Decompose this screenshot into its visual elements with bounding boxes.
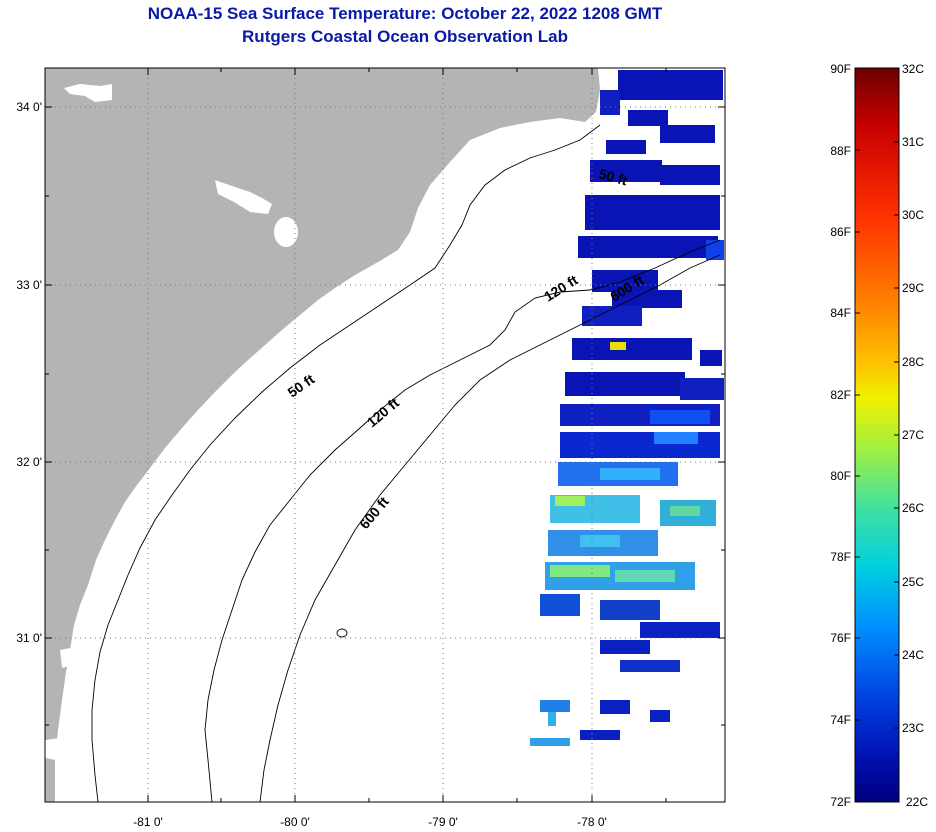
lon-label: -81 0' [133,815,163,829]
colorbar-c-label: 32C [902,62,924,76]
lat-label: 33 0' [16,278,42,292]
axis-ticks [45,68,725,802]
colorbar-f-label: 90F [830,62,851,76]
colorbar-c-label: 31C [902,135,924,149]
colorbar-c-label: 24C [902,648,924,662]
colorbar-c-label: 23C [902,721,924,735]
colorbar-f-label: 80F [830,469,851,483]
lake [274,217,298,247]
lon-label: -80 0' [280,815,310,829]
lat-label: 34 0' [16,100,42,114]
colorbar-f-label: 82F [830,388,851,402]
land-mass [45,68,600,802]
map-frame [44,67,726,803]
colorbar-c-label: 26C [902,501,924,515]
lon-label: -79 0' [428,815,458,829]
lake [45,738,66,760]
map-title: NOAA-15 Sea Surface Temperature: October… [147,4,663,23]
colorbar-c-label: 30C [902,208,924,222]
colorbar-f-label: 78F [830,550,851,564]
seamount-contour [336,628,348,638]
map-subtitle: Rutgers Coastal Ocean Observation Lab [242,27,568,46]
colorbar-f-label: 74F [830,713,851,727]
contour-120ft [204,239,721,802]
colorbar-c-label: 22C [906,795,928,809]
colorbar-c-label: 28C [902,355,924,369]
colorbar-ticks [855,141,899,729]
colorbar-f-label: 72F [830,795,851,809]
lake [215,180,272,214]
colorbar-f-label: 88F [830,144,851,158]
contour-50ft [91,124,601,802]
lake [60,648,72,668]
colorbar-f-label: 84F [830,306,851,320]
color-scale-bar [854,67,900,803]
colorbar-f-label: 76F [830,631,851,645]
contour-label: 50 ft [597,165,629,188]
contour-600ft [259,254,721,802]
colorbar-c-label: 25C [902,575,924,589]
lake [64,84,112,102]
colorbar-c-label: 29C [902,281,924,295]
graticule [45,68,725,802]
colorbar-f-label: 86F [830,225,851,239]
colorbar-c-label: 27C [902,428,924,442]
lat-label: 32 0' [16,455,42,469]
sst-data-swath [530,70,724,746]
lon-label: -78 0' [577,815,607,829]
lat-label: 31 0' [16,631,42,645]
